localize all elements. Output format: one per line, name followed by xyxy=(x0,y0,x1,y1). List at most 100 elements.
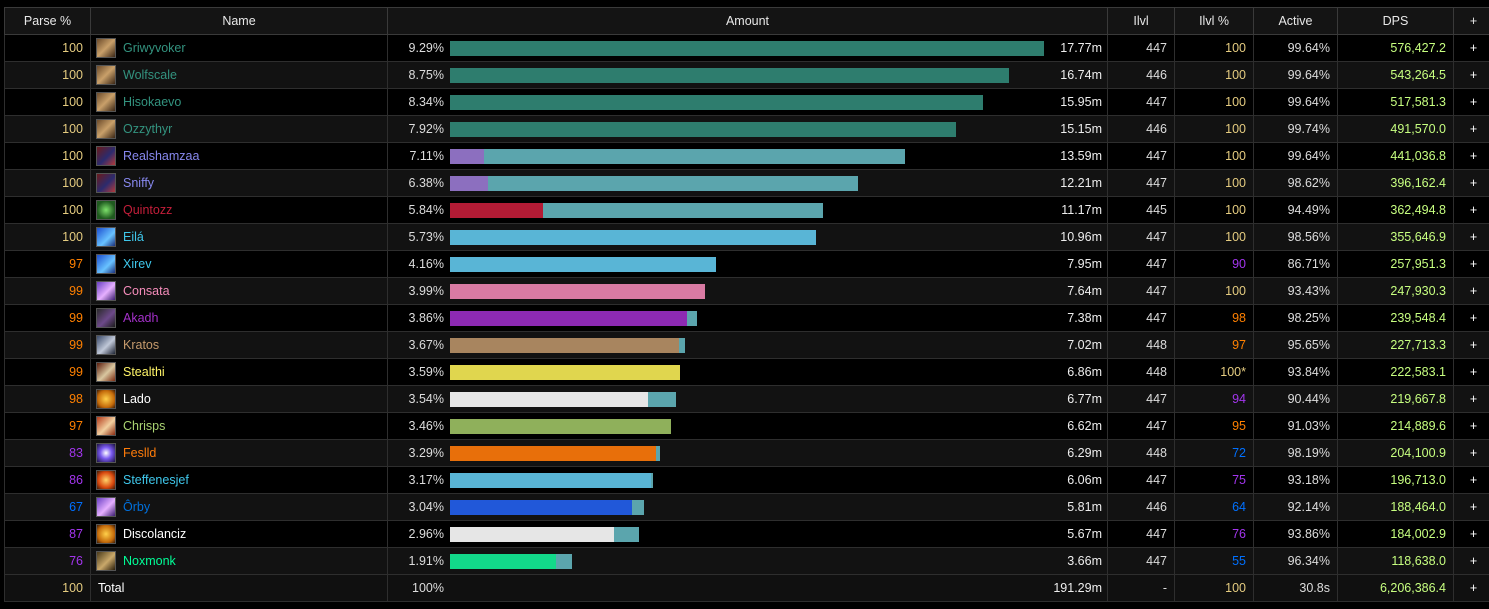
damage-percent: 3.99% xyxy=(408,284,444,298)
damage-amount: 6.06m xyxy=(1067,473,1102,487)
expand-row-button[interactable]: + xyxy=(1453,169,1489,197)
col-header-ilvl[interactable]: Ilvl xyxy=(1107,7,1175,35)
table-row[interactable]: 99 Akadh 3.86% 7.38m 447 98 98.25% 239,5… xyxy=(4,304,1489,332)
table-row[interactable]: 99 Consata 3.99% 7.64m 447 100 93.43% 24… xyxy=(4,277,1489,305)
expand-row-button[interactable]: + xyxy=(1453,277,1489,305)
player-name-link[interactable]: Ôrby xyxy=(123,500,151,514)
expand-row-button[interactable]: + xyxy=(1453,520,1489,548)
damage-percent: 8.34% xyxy=(408,95,444,109)
active-percent: 99.64% xyxy=(1253,34,1338,62)
expand-row-button[interactable]: + xyxy=(1453,466,1489,494)
player-name-link[interactable]: Wolfscale xyxy=(123,68,177,82)
damage-percent: 3.54% xyxy=(408,392,444,406)
player-name-cell: Hisokaevo xyxy=(90,88,388,116)
expand-row-button[interactable]: + xyxy=(1453,34,1489,62)
player-name-link[interactable]: Chrisps xyxy=(123,419,166,433)
table-row[interactable]: 67 Ôrby 3.04% 5.81m 446 64 92.14% 188,46… xyxy=(4,493,1489,521)
table-row[interactable]: 100 Wolfscale 8.75% 16.74m 446 100 99.64… xyxy=(4,61,1489,89)
ilvl-percent: 55 xyxy=(1174,547,1254,575)
player-name-link[interactable]: Griwyvoker xyxy=(123,41,186,55)
player-name-link[interactable]: Lado xyxy=(123,392,151,406)
table-row[interactable]: 76 Noxmonk 1.91% 3.66m 447 55 96.34% 118… xyxy=(4,547,1489,575)
active-percent: 99.74% xyxy=(1253,115,1338,143)
expand-row-button[interactable]: + xyxy=(1453,115,1489,143)
player-name-link[interactable]: Discolanciz xyxy=(123,527,187,541)
player-name-link[interactable]: Kratos xyxy=(123,338,160,352)
total-row: 100 Total 100% 191.29m - 100 30.8s 6,206… xyxy=(4,574,1489,602)
table-row[interactable]: 87 Discolanciz 2.96% 5.67m 447 76 93.86%… xyxy=(4,520,1489,548)
expand-row-button[interactable]: + xyxy=(1453,250,1489,278)
col-header-dps[interactable]: DPS xyxy=(1337,7,1454,35)
expand-row-button[interactable]: + xyxy=(1453,412,1489,440)
bar-segment xyxy=(543,203,823,218)
parse-value: 86 xyxy=(4,466,91,494)
priest-icon xyxy=(96,524,116,544)
ilvl-percent: 100 xyxy=(1174,223,1254,251)
col-header-amount[interactable]: Amount xyxy=(387,7,1108,35)
table-row[interactable]: 98 Lado 3.54% 6.77m 447 94 90.44% 219,66… xyxy=(4,385,1489,413)
evoker-icon xyxy=(96,119,116,139)
player-name-link[interactable]: Stealthi xyxy=(123,365,165,379)
table-row[interactable]: 97 Xirev 4.16% 7.95m 447 90 86.71% 257,9… xyxy=(4,250,1489,278)
player-name-link[interactable]: Xirev xyxy=(123,257,152,271)
table-row[interactable]: 100 Realshamzaa 7.11% 13.59m 447 100 99.… xyxy=(4,142,1489,170)
player-name-link[interactable]: Realshamzaa xyxy=(123,149,200,163)
table-row[interactable]: 100 Griwyvoker 9.29% 17.77m 447 100 99.6… xyxy=(4,34,1489,62)
damage-bar xyxy=(450,176,858,191)
player-name-link[interactable]: Ozzythyr xyxy=(123,122,173,136)
player-name-link[interactable]: Consata xyxy=(123,284,170,298)
player-name-link[interactable]: Steffenesjef xyxy=(123,473,189,487)
expand-row-button[interactable]: + xyxy=(1453,196,1489,224)
ilvl-percent: 100 xyxy=(1174,88,1254,116)
damage-amount: 6.29m xyxy=(1067,446,1102,460)
damage-amount: 15.15m xyxy=(1060,122,1102,136)
hunter-icon xyxy=(96,416,116,436)
expand-row-button[interactable]: + xyxy=(1453,439,1489,467)
table-row[interactable]: 100 Quintozz 5.84% 11.17m 445 100 94.49%… xyxy=(4,196,1489,224)
damage-percent: 3.67% xyxy=(408,338,444,352)
player-name-link[interactable]: Akadh xyxy=(123,311,159,325)
expand-row-button[interactable]: + xyxy=(1453,223,1489,251)
table-row[interactable]: 100 Hisokaevo 8.34% 15.95m 447 100 99.64… xyxy=(4,88,1489,116)
player-name-link[interactable]: Eilá xyxy=(123,230,144,244)
table-row[interactable]: 99 Stealthi 3.59% 6.86m 448 100* 93.84% … xyxy=(4,358,1489,386)
col-header-active[interactable]: Active xyxy=(1253,7,1338,35)
table-row[interactable]: 99 Kratos 3.67% 7.02m 448 97 95.65% 227,… xyxy=(4,331,1489,359)
expand-row-button[interactable]: + xyxy=(1453,304,1489,332)
table-row[interactable]: 100 Eilá 5.73% 10.96m 447 100 98.56% 355… xyxy=(4,223,1489,251)
mage-icon xyxy=(96,227,116,247)
total-expand-button[interactable]: + xyxy=(1453,574,1489,602)
expand-row-button[interactable]: + xyxy=(1453,358,1489,386)
col-header-parse[interactable]: Parse % xyxy=(4,7,91,35)
player-name-cell: Ozzythyr xyxy=(90,115,388,143)
col-header-ilvl-pct[interactable]: Ilvl % xyxy=(1174,7,1254,35)
damage-bar xyxy=(450,338,685,353)
player-name-link[interactable]: Sniffy xyxy=(123,176,155,190)
col-header-expand[interactable]: + xyxy=(1453,7,1489,35)
ilvl-percent: 72 xyxy=(1174,439,1254,467)
table-row[interactable]: 100 Ozzythyr 7.92% 15.15m 446 100 99.74%… xyxy=(4,115,1489,143)
player-name-link[interactable]: Feslld xyxy=(123,446,157,460)
expand-row-button[interactable]: + xyxy=(1453,61,1489,89)
table-row[interactable]: 97 Chrisps 3.46% 6.62m 447 95 91.03% 214… xyxy=(4,412,1489,440)
col-header-name[interactable]: Name xyxy=(90,7,388,35)
paladin-icon xyxy=(96,497,116,517)
expand-row-button[interactable]: + xyxy=(1453,547,1489,575)
expand-row-button[interactable]: + xyxy=(1453,142,1489,170)
player-name-link[interactable]: Hisokaevo xyxy=(123,95,182,109)
table-row[interactable]: 100 Sniffy 6.38% 12.21m 447 100 98.62% 3… xyxy=(4,169,1489,197)
damage-bar xyxy=(450,473,653,488)
damage-percent: 9.29% xyxy=(408,41,444,55)
table-row[interactable]: 83 Feslld 3.29% 6.29m 448 72 98.19% 204,… xyxy=(4,439,1489,467)
ilvl-percent: 100 xyxy=(1174,115,1254,143)
player-name-link[interactable]: Noxmonk xyxy=(123,554,176,568)
player-name-link[interactable]: Quintozz xyxy=(123,203,173,217)
expand-row-button[interactable]: + xyxy=(1453,385,1489,413)
bar-segment xyxy=(450,311,687,326)
damage-percent: 7.11% xyxy=(409,149,444,163)
expand-row-button[interactable]: + xyxy=(1453,331,1489,359)
expand-row-button[interactable]: + xyxy=(1453,88,1489,116)
expand-row-button[interactable]: + xyxy=(1453,493,1489,521)
table-row[interactable]: 86 Steffenesjef 3.17% 6.06m 447 75 93.18… xyxy=(4,466,1489,494)
damage-bar xyxy=(450,446,660,461)
